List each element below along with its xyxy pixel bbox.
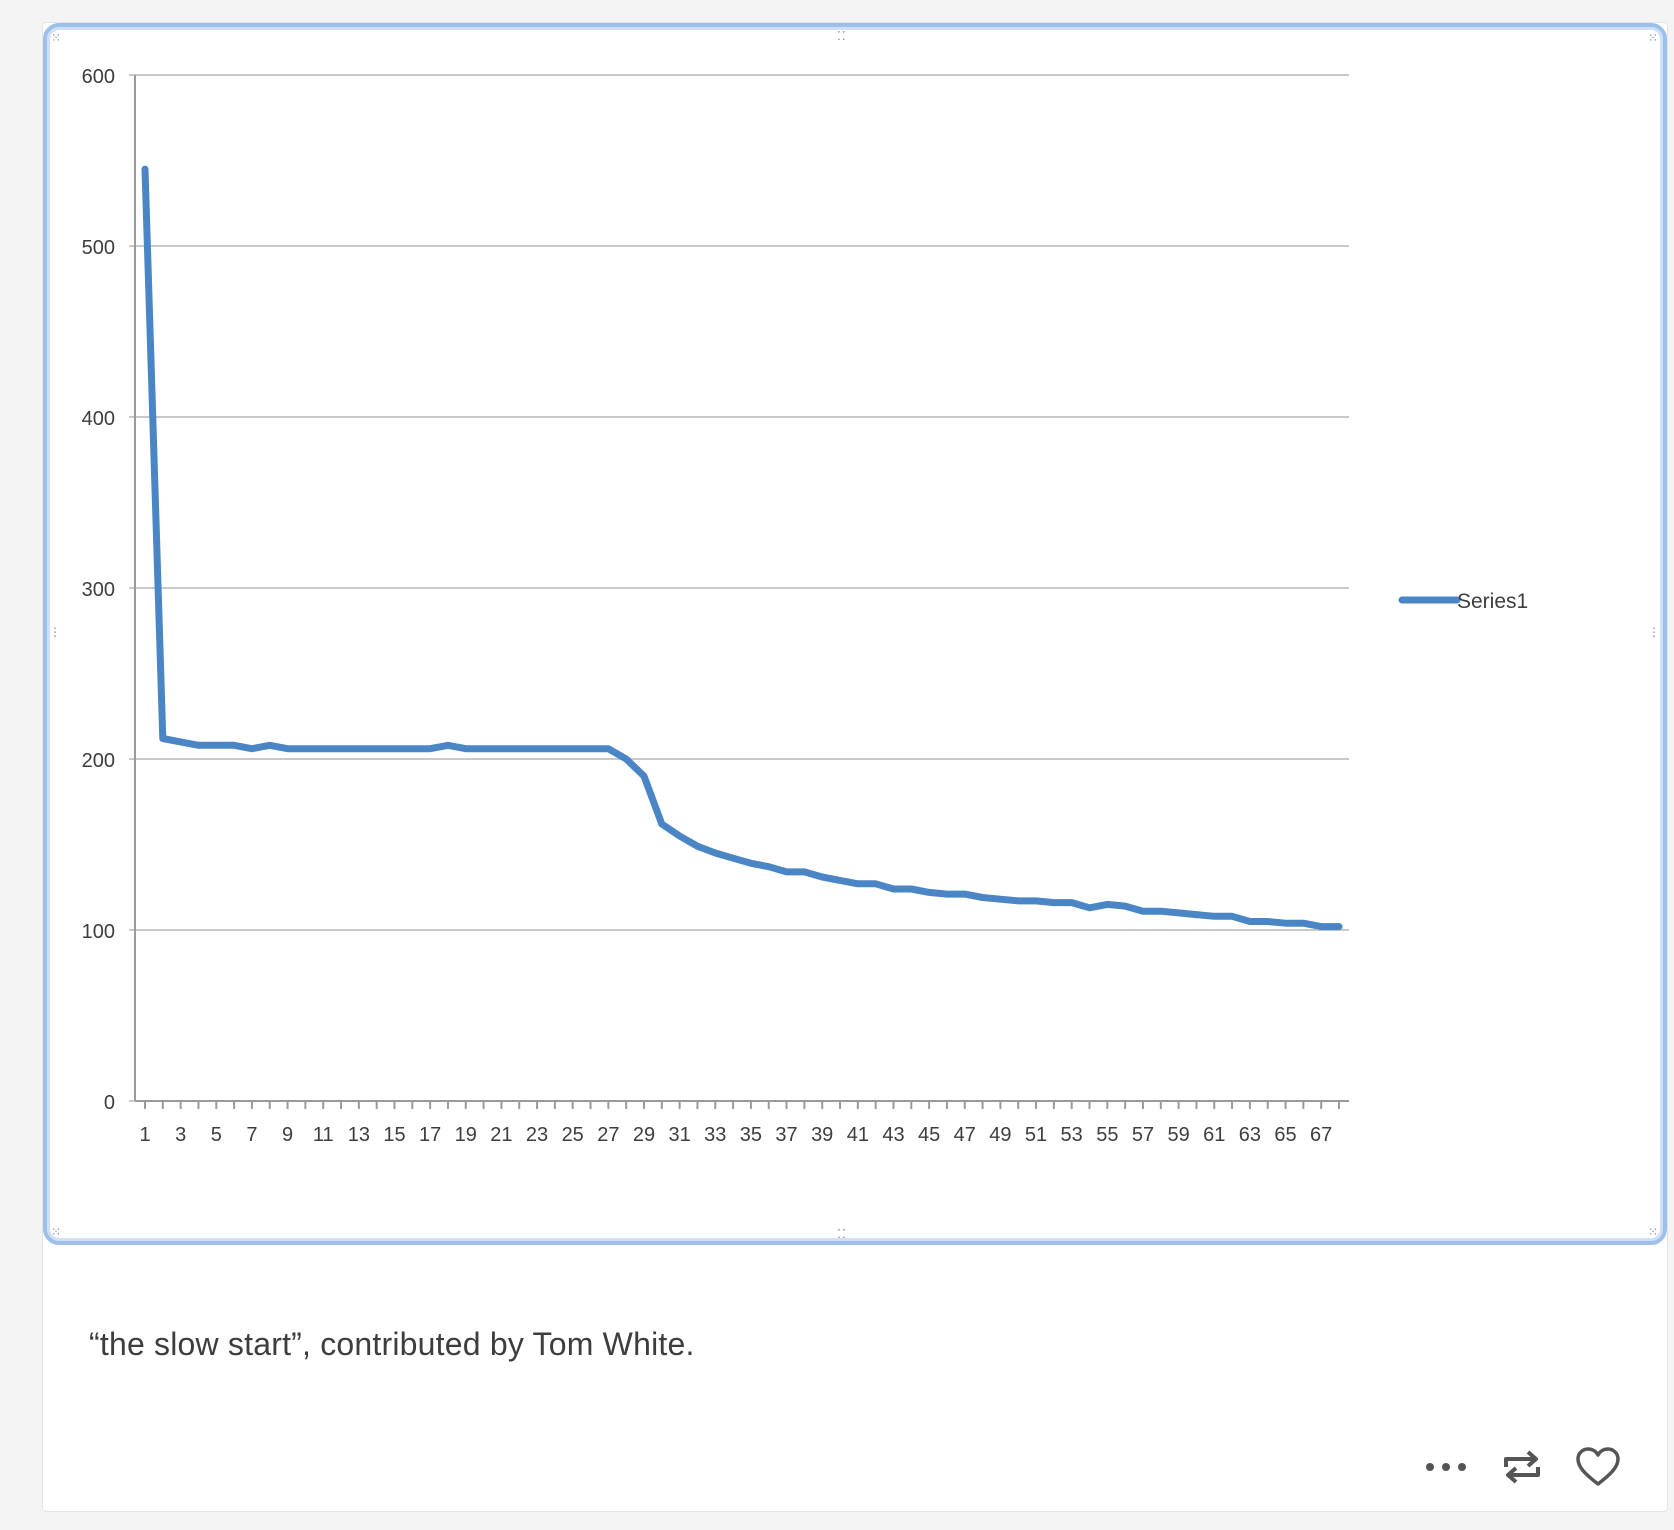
post-actions — [1423, 1444, 1621, 1490]
resize-handle-top-right: ⁙ — [1647, 31, 1659, 45]
y-tick-label: 300 — [82, 579, 115, 601]
x-tick-label: 1 — [139, 1124, 150, 1146]
resize-handle-right: ⋮ — [1648, 625, 1661, 639]
x-tick-label: 27 — [597, 1124, 619, 1146]
x-tick-label: 43 — [882, 1124, 904, 1146]
x-tick-label: 35 — [740, 1124, 762, 1146]
more-dots-icon — [1426, 1463, 1466, 1471]
x-tick-label: 13 — [348, 1124, 370, 1146]
legend-label: Series1 — [1457, 590, 1528, 613]
x-tick-label: 61 — [1203, 1124, 1225, 1146]
x-tick-label: 5 — [211, 1124, 222, 1146]
x-tick-label: 3 — [175, 1124, 186, 1146]
y-tick-label: 400 — [82, 408, 115, 430]
x-tick-label: 31 — [669, 1124, 691, 1146]
x-tick-label: 49 — [989, 1124, 1011, 1146]
resize-handle-bottom: ⁚⁚ — [837, 1227, 847, 1241]
x-tick-label: 7 — [246, 1124, 257, 1146]
post-card: ⁙ ⁚⁚ ⁙ ⋮ ⋮ ⁙ ⁚⁚ ⁙ 0 100 200 300 400 500 600 1 3 5… — [42, 22, 1668, 1512]
post-caption: “the slow start”, contributed by Tom Whi… — [89, 1326, 695, 1362]
y-tick-label: 200 — [82, 750, 115, 772]
reblog-icon — [1504, 1450, 1540, 1484]
resize-handle-top: ⁚⁚ — [837, 29, 847, 43]
resize-handle-bottom-left: ⁙ — [51, 1225, 63, 1239]
x-tick-label: 29 — [633, 1124, 655, 1146]
x-tick-label: 17 — [419, 1124, 441, 1146]
x-tick-label: 21 — [490, 1124, 512, 1146]
x-tick-label: 67 — [1310, 1124, 1332, 1146]
x-tick-label: 15 — [383, 1124, 405, 1146]
like-button[interactable] — [1575, 1444, 1621, 1490]
reblog-button[interactable] — [1499, 1444, 1545, 1490]
x-tick-label: 51 — [1025, 1124, 1047, 1146]
x-tick-label: 59 — [1167, 1124, 1189, 1146]
x-tick-label: 9 — [282, 1124, 293, 1146]
x-tick-label: 25 — [562, 1124, 584, 1146]
resize-handle-top-left: ⁙ — [51, 31, 63, 45]
x-tick-label: 53 — [1061, 1124, 1083, 1146]
resize-handle-bottom-right: ⁙ — [1647, 1225, 1659, 1239]
x-tick-label: 55 — [1096, 1124, 1118, 1146]
chart-image: ⁙ ⁚⁚ ⁙ ⋮ ⋮ ⁙ ⁚⁚ ⁙ 0 100 200 300 400 500 600 1 3 5… — [43, 23, 1667, 1245]
y-tick-label: 0 — [104, 1092, 115, 1114]
x-tick-label: 41 — [847, 1124, 869, 1146]
x-tick-label: 47 — [954, 1124, 976, 1146]
more-button[interactable] — [1423, 1444, 1469, 1490]
y-tick-label: 600 — [82, 66, 115, 88]
y-tick-label: 500 — [82, 237, 115, 259]
x-tick-label: 57 — [1132, 1124, 1154, 1146]
x-tick-label: 63 — [1239, 1124, 1261, 1146]
series-line — [141, 165, 1343, 931]
x-tick-label: 45 — [918, 1124, 940, 1146]
x-tick-label: 65 — [1274, 1124, 1296, 1146]
x-tick-label: 39 — [811, 1124, 833, 1146]
heart-icon — [1576, 1447, 1620, 1486]
x-tick-label: 19 — [455, 1124, 477, 1146]
x-tick-label: 11 — [313, 1124, 334, 1146]
x-tick-label: 23 — [526, 1124, 548, 1146]
resize-handle-left: ⋮ — [49, 625, 62, 639]
y-tick-label: 100 — [82, 921, 115, 943]
x-tick-label: 33 — [704, 1124, 726, 1146]
x-tick-label: 37 — [775, 1124, 797, 1146]
